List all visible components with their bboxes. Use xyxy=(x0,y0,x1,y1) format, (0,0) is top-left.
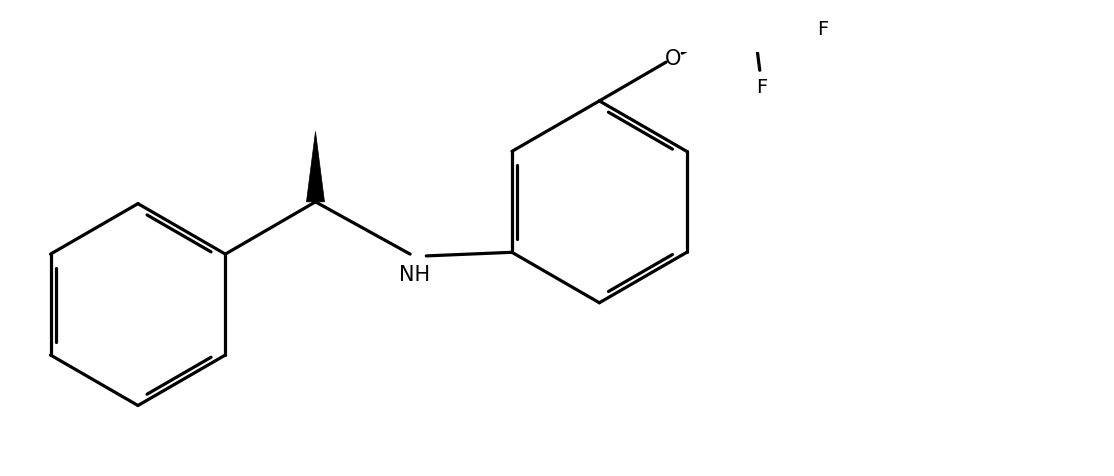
Polygon shape xyxy=(306,131,324,202)
Text: O: O xyxy=(665,49,682,69)
Text: NH: NH xyxy=(399,265,430,285)
Text: F: F xyxy=(818,20,829,39)
Text: F: F xyxy=(756,79,768,98)
